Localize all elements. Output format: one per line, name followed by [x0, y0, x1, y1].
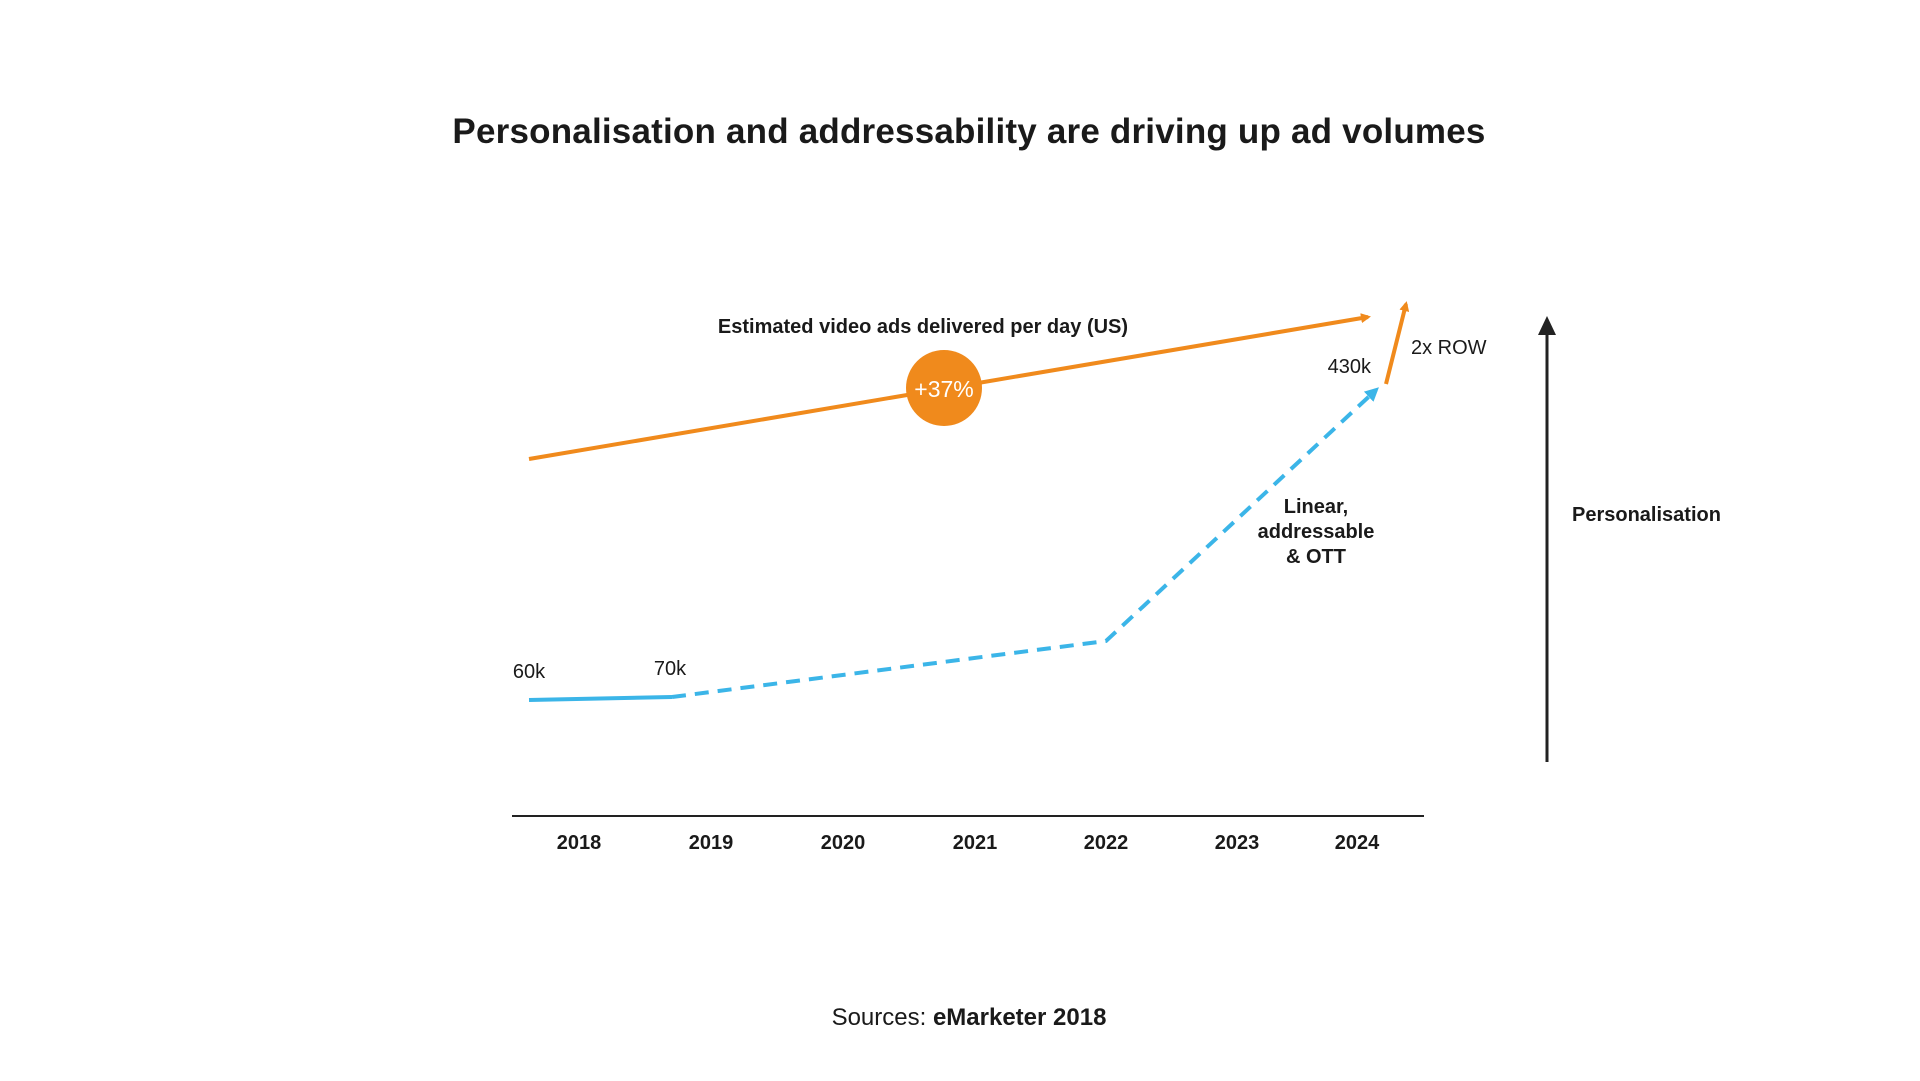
- row-arrow: [1384, 301, 1410, 385]
- sources-prefix: Sources:: [831, 1004, 927, 1031]
- growth-badge-circle: [906, 350, 982, 426]
- x-tick-label-2024: 2024: [1335, 832, 1380, 854]
- blue-series: 60k 70k 430k Linear, addressable & OTT: [513, 356, 1379, 702]
- personalisation-arrow-icon: [1538, 316, 1556, 335]
- blue-series-label-line-2: addressable: [1258, 521, 1375, 543]
- blue-point-label-2018: 60k: [513, 661, 546, 683]
- x-tick-label-2023: 2023: [1215, 832, 1260, 854]
- x-tick-label-2020: 2020: [821, 832, 866, 854]
- growth-badge-label: +37%: [914, 376, 973, 402]
- row-annotation-label: 2x ROW: [1411, 337, 1487, 359]
- x-tick-label-2021: 2021: [953, 832, 998, 854]
- x-tick-label-2018: 2018: [557, 832, 602, 854]
- blue-line-solid-segment: [528, 695, 673, 702]
- chart-title: Personalisation and addressability are d…: [452, 112, 1486, 151]
- blue-series-label-line-1: Linear,: [1284, 496, 1348, 518]
- sources-name: eMarketer 2018: [932, 1004, 1107, 1031]
- blue-series-label-line-3: & OTT: [1286, 546, 1346, 568]
- personalisation-axis-label: Personalisation: [1572, 504, 1721, 526]
- blue-line-dashed-segment: [671, 387, 1379, 699]
- blue-point-label-2024: 430k: [1328, 356, 1372, 378]
- x-axis-tick-labels: 2018 2019 2020 2021 2022 2023 2024: [557, 832, 1380, 854]
- orange-series-label: Estimated video ads delivered per day (U…: [718, 316, 1128, 338]
- footer-sources: Sources: eMarketer 2018: [0, 1004, 1920, 1032]
- x-tick-label-2019: 2019: [689, 832, 734, 854]
- x-tick-label-2022: 2022: [1084, 832, 1129, 854]
- blue-point-label-2019: 70k: [654, 658, 687, 680]
